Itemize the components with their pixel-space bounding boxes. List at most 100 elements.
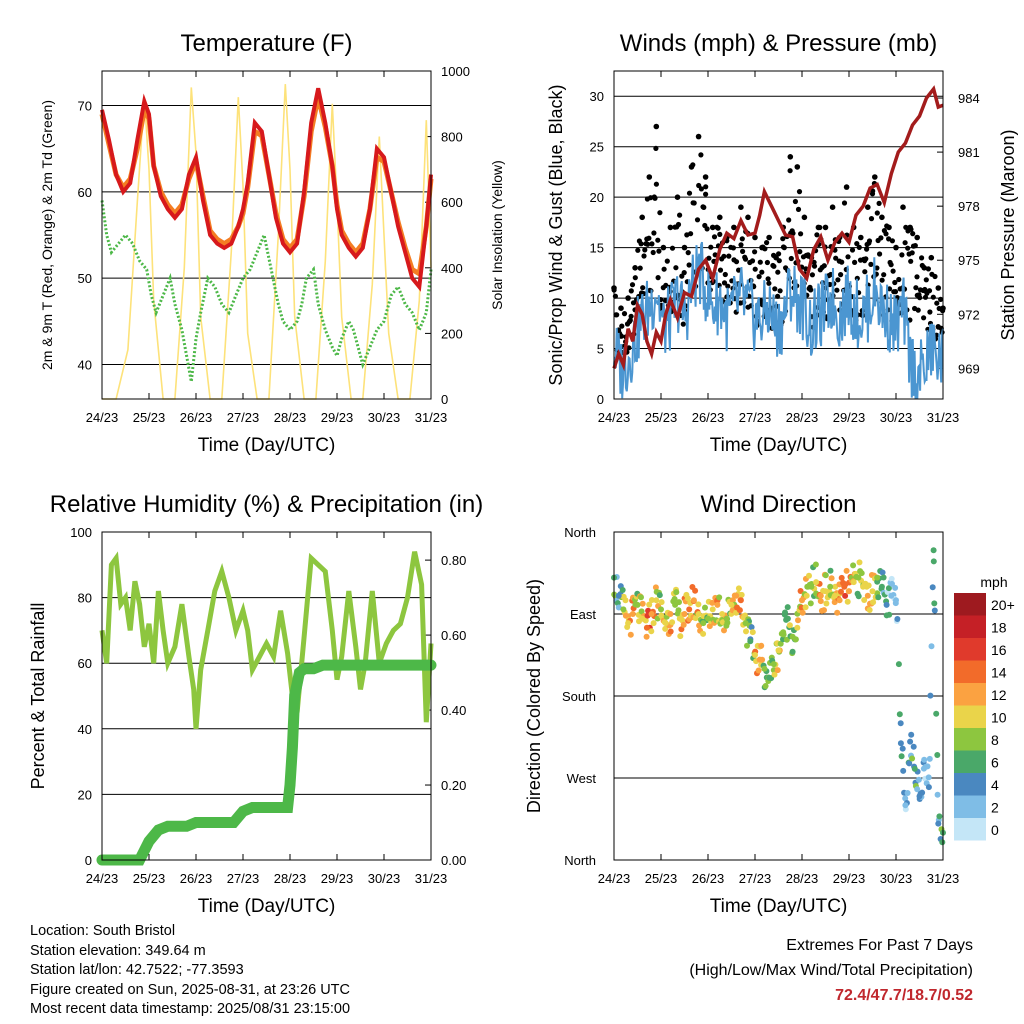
direction-point — [797, 588, 804, 594]
direction-point — [619, 587, 626, 593]
direction-point — [643, 624, 650, 631]
direction-point — [625, 620, 632, 627]
x-axis-label: Time (Day/UTC) — [198, 896, 336, 917]
gust-point — [756, 274, 762, 280]
direction-point — [648, 597, 655, 603]
direction-point — [748, 624, 755, 631]
direction-point — [714, 601, 721, 608]
gust-point — [650, 249, 656, 256]
direction-point — [934, 791, 941, 798]
y-tick-label: 0 — [85, 853, 92, 868]
x-axis-label: Time (Day/UTC) — [198, 435, 336, 456]
direction-point — [911, 765, 918, 772]
direction-point — [638, 594, 644, 601]
plot-frame — [613, 70, 944, 400]
legend-label: 2 — [991, 800, 999, 816]
gust-point — [721, 253, 727, 259]
gust-point — [790, 230, 796, 236]
gust-point — [629, 282, 636, 288]
direction-point — [780, 629, 787, 636]
y2-tick-label: 0 — [441, 392, 448, 407]
direction-point — [813, 579, 820, 586]
direction-point — [843, 567, 850, 574]
direction-point — [648, 628, 655, 635]
gust-point — [877, 251, 883, 257]
gust-point — [661, 266, 667, 272]
gust-point — [680, 321, 686, 327]
y2-tick-label: 1000 — [441, 64, 470, 79]
gust-point — [868, 216, 875, 222]
direction-point — [690, 597, 697, 604]
plot-frame — [101, 531, 432, 861]
x-tick-label: 29/23 — [321, 871, 354, 886]
direction-point — [653, 597, 660, 604]
gust-point — [702, 174, 709, 180]
gust-point — [928, 254, 935, 261]
direction-point — [656, 592, 663, 599]
chart-winds-pressure: Winds (mph) & Pressure (mb) Time (Day/UTC… — [546, 30, 1018, 456]
direction-point — [802, 604, 809, 611]
direction-point — [828, 575, 835, 582]
gust-point — [764, 259, 771, 266]
gust-point — [618, 333, 625, 339]
direction-point — [646, 601, 653, 608]
direction-point — [706, 623, 713, 630]
gust-point — [691, 200, 697, 206]
y2-tick-label: 0.80 — [441, 553, 466, 568]
y-tick-label: 100 — [70, 525, 92, 540]
direction-point — [898, 753, 905, 760]
legend-label: 6 — [991, 755, 999, 771]
gust-point — [664, 258, 670, 264]
y-tick-label: 20 — [78, 787, 92, 802]
gust-point — [874, 210, 880, 216]
direction-point — [933, 710, 940, 717]
direction-point — [747, 638, 754, 645]
direction-point — [774, 667, 781, 674]
extremes-value: 72.4/47.7/18.7/0.52 — [835, 987, 973, 1004]
gust-point — [645, 241, 651, 247]
direction-point — [667, 628, 674, 635]
x-tick-label: 25/23 — [133, 410, 166, 425]
station-location: Location: South Bristol — [30, 923, 176, 939]
direction-point — [874, 574, 881, 581]
x-tick-label: 30/23 — [368, 410, 401, 425]
direction-point — [900, 767, 907, 774]
gust-point — [892, 289, 899, 295]
direction-point — [850, 562, 857, 569]
gust-point — [868, 261, 874, 267]
legend-label: 16 — [991, 642, 1007, 658]
gust-point — [926, 288, 933, 294]
direction-point — [749, 629, 756, 636]
direction-point — [906, 760, 913, 767]
legend-label: 20+ — [991, 597, 1015, 613]
direction-point — [902, 795, 909, 802]
gust-point — [635, 247, 641, 253]
direction-point — [936, 813, 943, 820]
gust-point — [845, 254, 851, 260]
gust-point — [786, 217, 792, 223]
gust-point — [614, 312, 620, 318]
gust-point — [688, 164, 695, 170]
x-tick-label: 27/23 — [739, 871, 772, 886]
direction-point — [721, 627, 727, 634]
plot-frame — [613, 531, 944, 861]
gust-point — [765, 276, 771, 282]
gust-point — [715, 225, 721, 231]
gust-point — [655, 237, 661, 243]
direction-point — [896, 711, 903, 718]
gust-point — [675, 221, 682, 228]
direction-point — [823, 600, 830, 607]
direction-point — [638, 608, 645, 615]
direction-point — [895, 661, 902, 668]
gust-point — [642, 247, 648, 253]
direction-point — [921, 756, 928, 763]
legend-label: 10 — [991, 710, 1007, 726]
direction-point — [719, 611, 726, 617]
gust-point — [628, 313, 634, 319]
gust-point — [771, 263, 777, 269]
chart-title: Temperature (F) — [180, 30, 352, 57]
gust-point — [652, 195, 658, 201]
direction-point — [930, 547, 937, 554]
gust-point — [925, 266, 932, 272]
